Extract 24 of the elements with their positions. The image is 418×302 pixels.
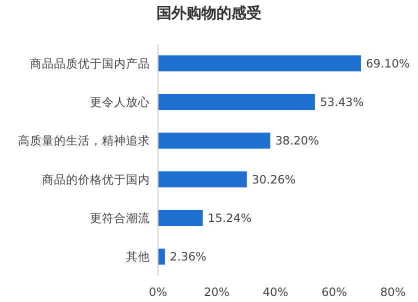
y-tick-label: 更符合潮流 (90, 211, 150, 225)
x-tick-label: 40% (262, 285, 288, 299)
bar (158, 94, 315, 110)
y-tick-label: 更令人放心 (90, 95, 150, 109)
y-tick-label: 其他 (126, 250, 150, 264)
x-tick-label: 60% (321, 285, 348, 299)
bar (158, 171, 247, 188)
data-label: 69.10% (366, 56, 410, 70)
data-label: 2.36% (170, 250, 207, 264)
bar (158, 132, 270, 149)
bar (158, 248, 165, 265)
x-tick-label: 20% (204, 285, 230, 299)
x-tick-label: 0% (148, 285, 168, 299)
x-tick-label: 80% (380, 285, 406, 299)
bar (158, 210, 203, 226)
data-label: 15.24% (208, 211, 252, 225)
chart-title: 国外购物的感受 (156, 4, 262, 22)
data-label: 38.20% (275, 134, 320, 148)
y-tick-label: 商品的价格优于国内 (42, 172, 150, 186)
data-label: 30.26% (252, 172, 296, 186)
bar (158, 55, 361, 72)
data-label: 53.43% (320, 95, 364, 109)
y-tick-label: 高质量的生活，精神追求 (18, 134, 150, 148)
y-tick-label: 商品品质优于国内产品 (30, 56, 150, 70)
